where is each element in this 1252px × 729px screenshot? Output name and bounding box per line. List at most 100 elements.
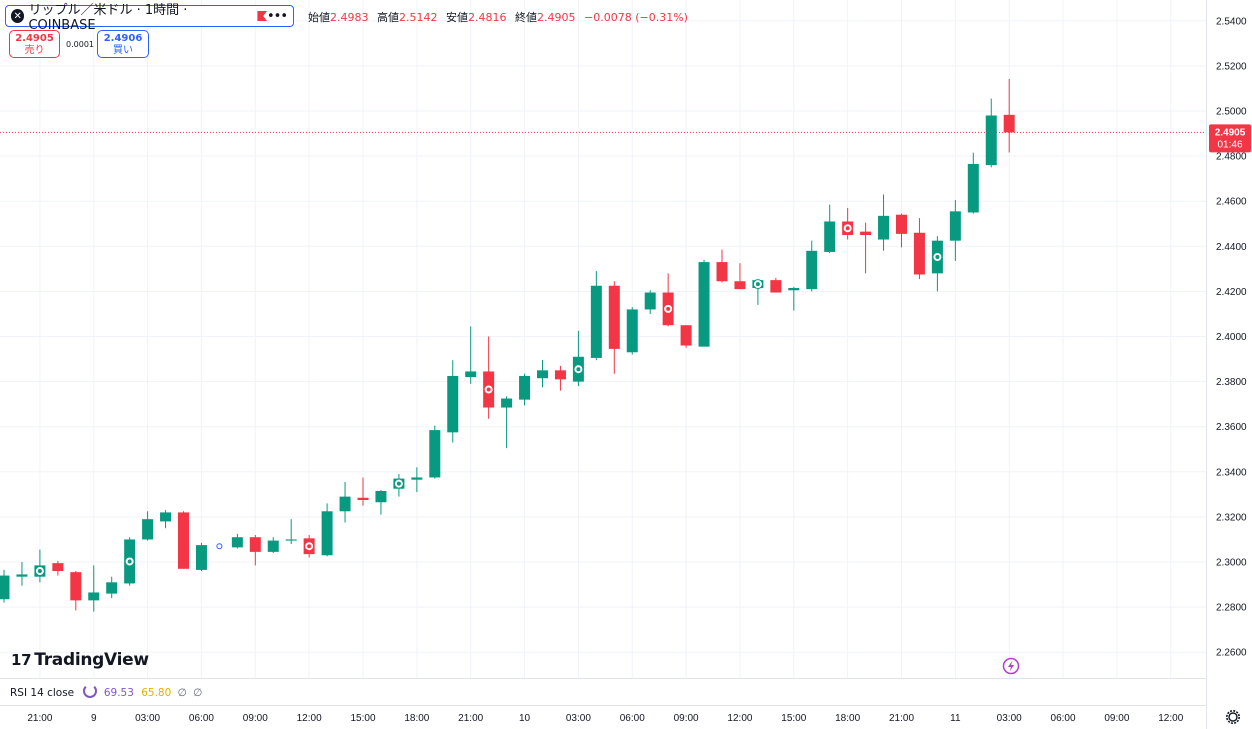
high-label: 高値 xyxy=(377,11,399,24)
sell-button[interactable]: 2.4905 売り xyxy=(9,30,60,58)
rsi-ma-value: 65.80 xyxy=(141,687,172,699)
open-value: 2.4983 xyxy=(330,11,369,24)
event-marker-icon[interactable] xyxy=(304,541,315,552)
candle-body xyxy=(285,539,297,541)
event-marker-icon[interactable] xyxy=(932,252,943,263)
candle-body xyxy=(429,430,441,478)
candle-body xyxy=(860,231,872,236)
candle-body xyxy=(626,309,638,353)
time-tick-label: 21:00 xyxy=(27,713,52,724)
lightning-icon[interactable] xyxy=(1002,657,1020,675)
event-marker-icon[interactable] xyxy=(663,303,674,314)
sell-label: 売り xyxy=(24,45,45,56)
change-value: −0.0078 (−0.31%) xyxy=(584,11,688,24)
candle xyxy=(806,240,818,292)
rsi-title: RSI 14 close xyxy=(10,687,75,699)
symbol-selector[interactable]: ✕ リップル／米ドル · 1時間 · COINBASE ••• xyxy=(5,3,294,33)
candle-body xyxy=(249,537,261,552)
candle-body xyxy=(770,280,782,293)
event-marker-icon[interactable] xyxy=(34,566,45,577)
candle-body xyxy=(788,288,800,291)
time-tick-label: 03:00 xyxy=(135,713,160,724)
candle-body xyxy=(644,292,656,310)
candlestick-series xyxy=(0,78,1015,612)
price-tick-label: 2.4800 xyxy=(1216,152,1247,163)
time-tick-label: 18:00 xyxy=(404,713,429,724)
price-tick-label: 2.3400 xyxy=(1216,467,1247,478)
candle-body xyxy=(447,375,459,433)
flag-icon[interactable] xyxy=(257,11,267,21)
buy-button[interactable]: 2.4906 買い xyxy=(97,30,149,58)
price-tick-label: 2.5200 xyxy=(1216,61,1247,72)
sell-price: 2.4905 xyxy=(15,33,54,44)
candle xyxy=(967,152,979,214)
candle xyxy=(465,326,477,384)
time-tick-label: 03:00 xyxy=(566,713,591,724)
time-tick-label: 15:00 xyxy=(350,713,375,724)
candle-body xyxy=(88,592,100,601)
time-axis[interactable]: 21:00 9 03:00 06:00 09:00 12:00 15:00 18:00 21:0… xyxy=(27,713,1183,724)
candle xyxy=(267,537,279,553)
grid-lines xyxy=(0,0,1206,678)
candle xyxy=(770,277,782,293)
tradingview-wordmark: TradingView xyxy=(34,650,149,670)
candle xyxy=(357,477,369,506)
time-tick-label: 03:00 xyxy=(997,713,1022,724)
spread-value: 0.0001 xyxy=(66,40,94,49)
event-marker-icon[interactable] xyxy=(842,223,853,234)
more-options-icon[interactable]: ••• xyxy=(266,8,288,24)
candle xyxy=(985,98,997,168)
candle-body xyxy=(16,574,28,577)
candle-body xyxy=(70,572,82,601)
candle-body xyxy=(0,575,10,600)
candle-body xyxy=(160,512,172,522)
low-value: 2.4816 xyxy=(468,11,507,24)
event-markers xyxy=(34,223,943,577)
rsi-legend[interactable]: RSI 14 close 69.53 65.80 ∅ ∅ xyxy=(10,684,202,699)
event-marker-icon[interactable] xyxy=(483,384,494,395)
symbol-title: リップル／米ドル · 1時間 · COINBASE xyxy=(28,3,188,33)
candle-body xyxy=(1003,114,1015,133)
candle-body xyxy=(590,285,602,358)
candle-body xyxy=(231,537,243,548)
candle-body xyxy=(824,221,836,252)
time-tick-label: 06:00 xyxy=(189,713,214,724)
candle-body xyxy=(698,262,710,347)
price-tick-label: 2.4600 xyxy=(1216,197,1247,208)
tradingview-logo[interactable]: 17 TradingView xyxy=(11,650,149,670)
candle-body xyxy=(321,511,333,556)
candle xyxy=(788,286,800,311)
candle-body xyxy=(465,371,477,378)
candle-body xyxy=(734,281,746,290)
time-tick-label: 21:00 xyxy=(889,713,914,724)
settings-gear-icon[interactable] xyxy=(1226,709,1241,724)
candle xyxy=(88,565,100,612)
price-tick-label: 2.4000 xyxy=(1216,332,1247,343)
event-marker-icon[interactable] xyxy=(393,478,404,489)
price-tick-label: 2.3200 xyxy=(1216,512,1247,523)
candle-body xyxy=(967,163,979,213)
candle xyxy=(662,273,674,327)
high-value: 2.5142 xyxy=(399,11,438,24)
candle xyxy=(16,562,28,586)
price-tick-label: 2.2600 xyxy=(1216,648,1247,659)
candle-body xyxy=(949,211,961,241)
event-marker-icon[interactable] xyxy=(752,279,763,290)
event-marker-icon[interactable] xyxy=(124,556,135,567)
price-axis[interactable]: 2.2600 2.2800 2.3000 2.3200 2.3400 2.3600 2.38… xyxy=(1216,16,1247,658)
candle-body xyxy=(142,519,154,540)
candle-body xyxy=(878,215,890,240)
candle xyxy=(537,360,548,388)
low-label: 安値 xyxy=(446,11,468,24)
refresh-icon[interactable] xyxy=(83,684,98,698)
candle xyxy=(680,325,692,348)
candle-body xyxy=(680,325,692,346)
candle xyxy=(483,336,495,419)
bar-countdown-label: 01:46 xyxy=(1217,139,1242,150)
candle xyxy=(949,200,961,261)
candle xyxy=(519,373,531,406)
price-tick-label: 2.5000 xyxy=(1216,106,1247,117)
candle xyxy=(52,560,64,576)
event-marker-icon[interactable] xyxy=(573,364,584,375)
